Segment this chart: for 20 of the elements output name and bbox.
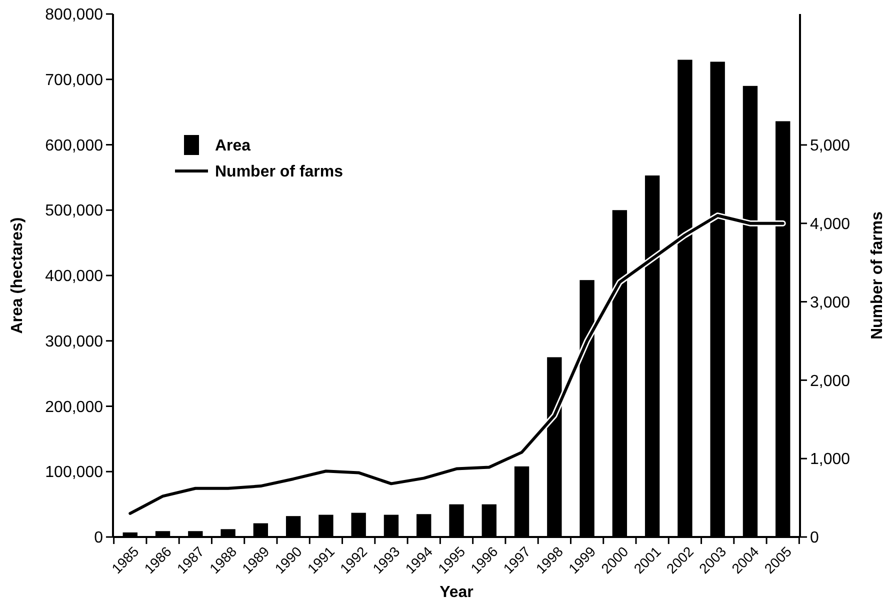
y-tick-label: 300,000 bbox=[45, 333, 104, 350]
y-tick-label: 100,000 bbox=[45, 464, 104, 482]
y2-axis-title: Number of farms bbox=[869, 211, 886, 340]
y-tick-label: 400,000 bbox=[45, 268, 104, 286]
y2-tick-label: 2,000 bbox=[810, 372, 850, 390]
y-tick-label: 200,000 bbox=[45, 398, 104, 416]
y-tick-label: 0 bbox=[94, 530, 104, 547]
y2-tick-label: 4,000 bbox=[810, 216, 850, 233]
y-tick-label: 700,000 bbox=[45, 72, 104, 89]
y2-tick-label: 1,000 bbox=[810, 451, 850, 468]
y-tick-label: 800,000 bbox=[45, 6, 104, 24]
y2-tick-label: 3,000 bbox=[810, 294, 850, 312]
y2-tick-label: 5,000 bbox=[810, 138, 850, 155]
y-tick-label: 500,000 bbox=[45, 202, 104, 220]
x-axis-title: Year bbox=[440, 584, 474, 601]
legend-label: Number of farms bbox=[215, 164, 344, 181]
y-tick-label: 600,000 bbox=[45, 137, 104, 154]
y-axis-title: Area (hectares) bbox=[9, 217, 26, 334]
y2-tick-label: 0 bbox=[810, 530, 819, 547]
legend-label: Area bbox=[215, 138, 251, 155]
